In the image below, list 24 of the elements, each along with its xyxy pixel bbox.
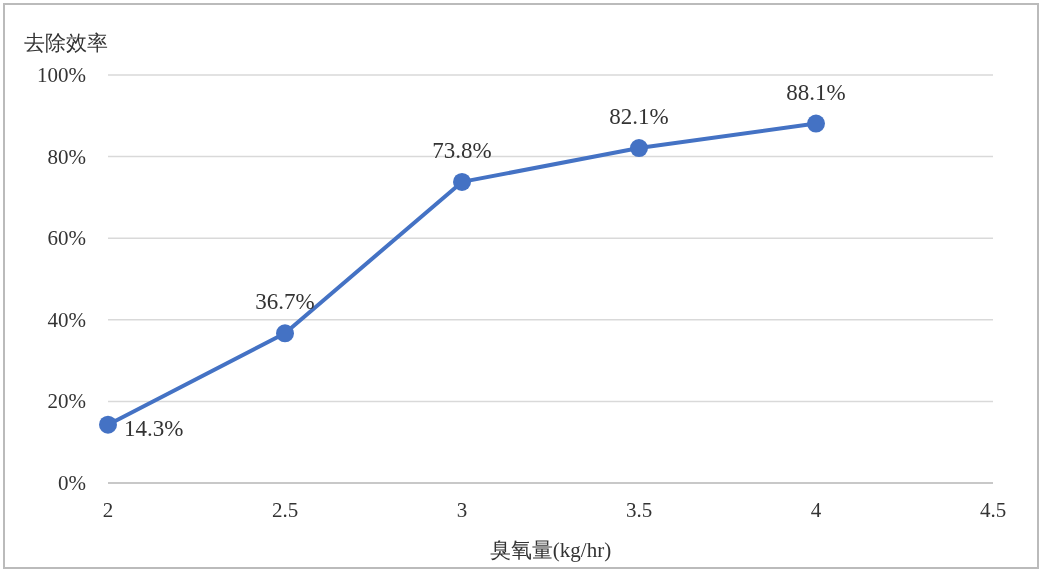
y-tick-label: 40% bbox=[47, 307, 86, 332]
y-tick-label: 60% bbox=[47, 226, 86, 251]
data-label: 82.1% bbox=[609, 104, 669, 130]
data-label: 36.7% bbox=[255, 289, 315, 315]
point bbox=[99, 415, 117, 434]
y-axis-title: 去除效率 bbox=[24, 31, 108, 55]
data-label: 73.8% bbox=[432, 137, 492, 163]
y-tick-label: 100% bbox=[37, 63, 86, 87]
x-tick-label: 4.5 bbox=[979, 498, 1007, 522]
point bbox=[276, 324, 294, 343]
y-tick-label: 20% bbox=[47, 389, 86, 414]
y-tick-label: 0% bbox=[58, 471, 86, 495]
x-tick-label: 2 bbox=[102, 498, 114, 522]
x-axis-title: 臭氧量(kg/hr) bbox=[489, 538, 612, 562]
x-tick-label: 3.5 bbox=[625, 498, 653, 522]
y-tick-label: 80% bbox=[47, 144, 86, 169]
point bbox=[453, 172, 471, 191]
data-label: 88.1% bbox=[786, 79, 846, 105]
data-label: 14.3% bbox=[124, 415, 184, 441]
x-tick-label: 3 bbox=[456, 498, 468, 522]
point bbox=[807, 114, 825, 133]
x-tick-label: 2.5 bbox=[271, 498, 299, 522]
point bbox=[630, 139, 648, 158]
x-tick-label: 4 bbox=[810, 498, 822, 522]
